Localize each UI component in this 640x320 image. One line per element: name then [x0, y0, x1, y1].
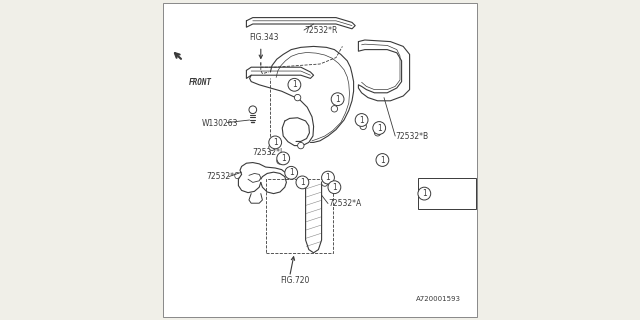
Circle shape — [355, 114, 368, 126]
Text: 72532*B: 72532*B — [396, 132, 428, 141]
Text: 1: 1 — [422, 189, 427, 198]
Text: W130263: W130263 — [202, 119, 238, 128]
Text: 1: 1 — [380, 156, 385, 164]
FancyBboxPatch shape — [419, 178, 476, 209]
Text: 1: 1 — [292, 80, 297, 89]
Circle shape — [294, 94, 301, 101]
FancyBboxPatch shape — [163, 3, 477, 317]
Text: 1: 1 — [289, 168, 294, 177]
Text: FRONT: FRONT — [189, 78, 212, 87]
Text: 72532*C: 72532*C — [206, 172, 239, 181]
Circle shape — [374, 130, 381, 136]
Circle shape — [277, 158, 283, 164]
Text: 1: 1 — [359, 116, 364, 124]
Circle shape — [328, 181, 340, 194]
Text: FIG.343: FIG.343 — [250, 33, 279, 42]
Text: 72532*L: 72532*L — [253, 148, 285, 157]
Text: 1: 1 — [377, 124, 381, 132]
Circle shape — [296, 176, 308, 189]
Circle shape — [298, 142, 304, 149]
Circle shape — [332, 106, 338, 112]
Circle shape — [288, 78, 301, 91]
Circle shape — [269, 136, 282, 149]
Text: A720001593: A720001593 — [416, 296, 461, 302]
Circle shape — [322, 171, 334, 184]
Circle shape — [249, 106, 257, 114]
Text: 1: 1 — [335, 95, 340, 104]
Circle shape — [322, 180, 328, 186]
Circle shape — [285, 166, 298, 179]
Circle shape — [269, 144, 275, 150]
Text: 1: 1 — [300, 178, 305, 187]
Text: 72532*A: 72532*A — [328, 199, 361, 208]
Text: 1: 1 — [326, 173, 330, 182]
Circle shape — [373, 122, 385, 134]
Text: 1: 1 — [273, 138, 278, 147]
Circle shape — [330, 186, 336, 192]
Circle shape — [276, 152, 289, 165]
Text: 1: 1 — [332, 183, 337, 192]
Text: FIG.720: FIG.720 — [280, 276, 309, 285]
Text: W140061: W140061 — [431, 190, 468, 199]
Circle shape — [418, 187, 431, 200]
Text: 72532*R: 72532*R — [304, 26, 337, 35]
Circle shape — [360, 123, 367, 130]
Circle shape — [376, 154, 388, 166]
Circle shape — [332, 93, 344, 106]
Text: 1: 1 — [281, 154, 285, 163]
